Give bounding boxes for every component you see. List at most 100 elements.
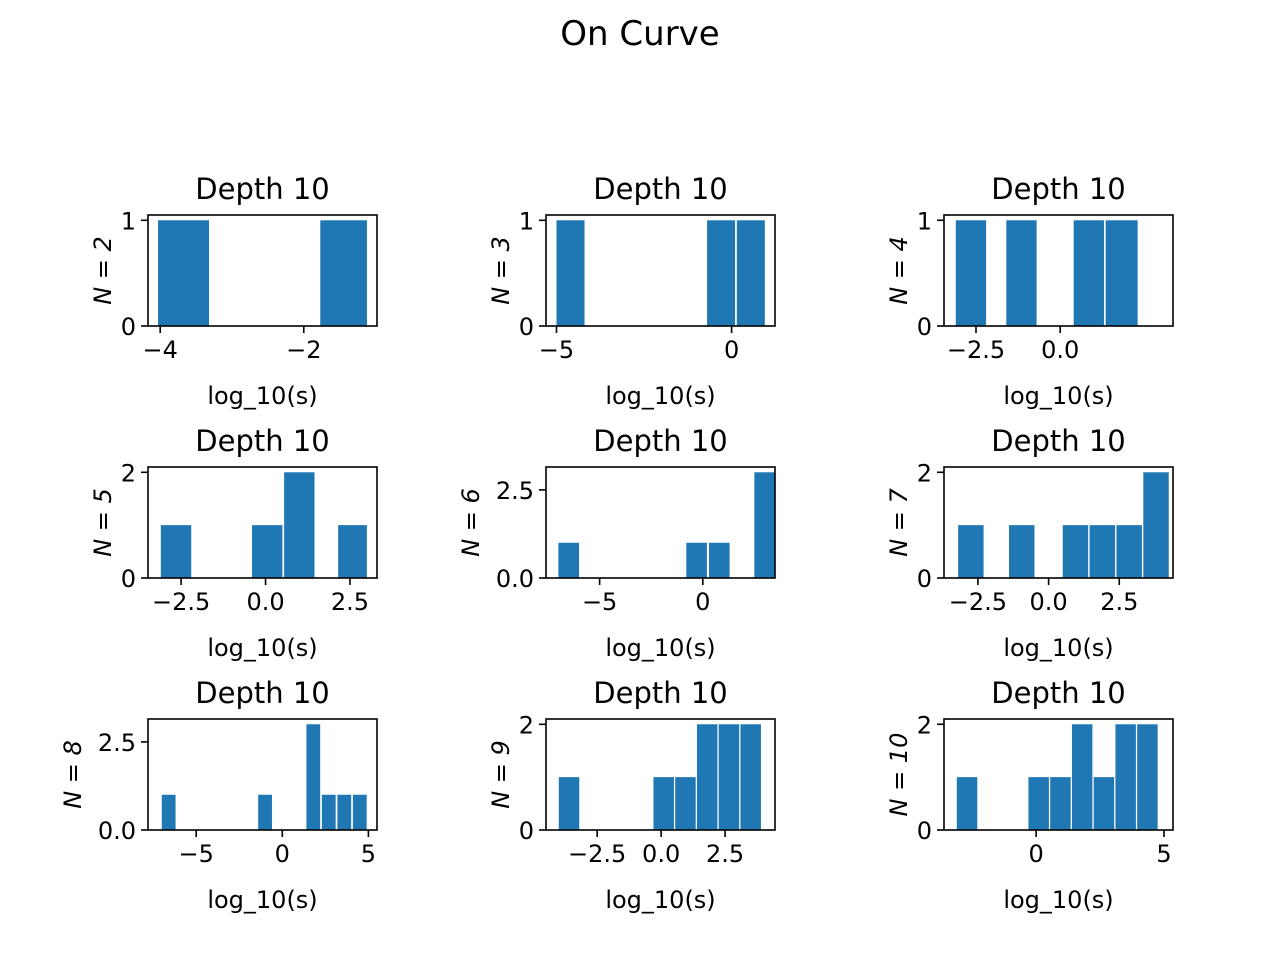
axes-frame: [545, 466, 776, 579]
y-axis-label: N = 10: [885, 733, 913, 817]
subplot-title: Depth 10: [991, 424, 1125, 458]
axes-frame: [943, 466, 1174, 579]
histogram-bar: [352, 794, 367, 830]
histogram-bar: [1115, 724, 1136, 830]
histogram-bar: [321, 794, 336, 830]
y-axis-label: N = 9: [487, 740, 515, 809]
histogram-bar: [1089, 525, 1116, 578]
subplot-4: −2.5 0.0 2.5 0 2 Depth 10 log_10(s) N = 5: [89, 424, 378, 662]
y-tick-label: 0: [519, 817, 534, 845]
x-tick-label: 0: [275, 840, 290, 868]
x-tick-label: −2.5: [947, 336, 1005, 364]
subplot-title: Depth 10: [593, 676, 727, 710]
subplot-title: Depth 10: [991, 172, 1125, 206]
y-tick-label: 0.0: [98, 817, 136, 845]
y-axis-label: N = 5: [89, 488, 117, 557]
histogram-bar: [708, 542, 730, 578]
histogram-bar: [1073, 220, 1104, 326]
y-axis-label: N = 2: [89, 236, 117, 305]
histogram-bar: [653, 777, 674, 830]
histogram-bar: [1116, 525, 1142, 578]
x-tick-label: 0: [724, 336, 739, 364]
histogram-bar: [258, 794, 272, 830]
histogram-bar: [675, 777, 696, 830]
histogram-bar: [696, 724, 718, 830]
histogram-bar: [556, 220, 585, 326]
histogram-bar: [1093, 777, 1115, 830]
x-tick-label: −4: [143, 336, 178, 364]
subplot-7: −5 0 5 0.0 2.5 Depth 10 log_10(s) N = 8: [59, 676, 378, 914]
histogram-bar: [718, 724, 740, 830]
y-tick-label: 0.0: [496, 565, 534, 593]
histogram-bar: [1050, 777, 1071, 830]
x-axis-label: log_10(s): [1003, 634, 1113, 662]
x-tick-label: 0.0: [1041, 336, 1079, 364]
x-axis-label: log_10(s): [207, 634, 317, 662]
x-tick-label: −2.5: [568, 840, 626, 868]
x-axis-label: log_10(s): [207, 886, 317, 914]
subplot-3: −2.5 0.0 0 1 Depth 10 log_10(s) N = 4: [885, 172, 1174, 410]
subplot-9: 0 5 0 2 Depth 10 log_10(s) N = 10: [885, 676, 1174, 914]
y-tick-label: 0: [917, 817, 932, 845]
figure-suptitle: On Curve: [560, 14, 720, 54]
y-tick-label: 0: [121, 565, 136, 593]
x-axis-label: log_10(s): [1003, 886, 1113, 914]
histogram-bar: [740, 724, 761, 830]
y-tick-label: 2: [121, 459, 136, 487]
subplot-title: Depth 10: [195, 676, 329, 710]
histogram-bar: [337, 794, 352, 830]
histogram-bar: [160, 525, 192, 578]
histogram-bar: [956, 777, 978, 830]
y-tick-label: 2: [917, 711, 932, 739]
subplot-5: −5 0 0.0 2.5 Depth 10 log_10(s) N = 6: [457, 424, 776, 662]
histogram-bar: [955, 220, 987, 326]
histogram-bar: [686, 542, 707, 578]
x-tick-label: 0.0: [246, 588, 284, 616]
histogram-bar: [338, 525, 367, 578]
y-tick-label: 1: [917, 207, 932, 235]
histogram-bar: [558, 777, 580, 830]
axes-frame: [943, 718, 1174, 831]
y-tick-label: 2: [917, 459, 932, 487]
axes-frame: [147, 214, 378, 327]
y-tick-label: 1: [121, 207, 136, 235]
x-tick-label: 2.5: [1100, 588, 1138, 616]
subplot-title: Depth 10: [195, 424, 329, 458]
x-axis-label: log_10(s): [605, 634, 715, 662]
histogram-bar: [1143, 472, 1169, 578]
subplot-title: Depth 10: [991, 676, 1125, 710]
subplot-6: −2.5 0.0 2.5 0 2 Depth 10 log_10(s) N = 7: [885, 424, 1174, 662]
axes-frame: [147, 718, 378, 831]
histogram-bar: [252, 525, 283, 578]
x-tick-label: −5: [539, 336, 574, 364]
subplot-title: Depth 10: [593, 172, 727, 206]
y-tick-label: 2: [519, 711, 534, 739]
histogram-bar: [754, 472, 775, 578]
subplot-1: −4 −2 0 1 Depth 10 log_10(s) N = 2: [89, 172, 378, 410]
x-tick-label: −2.5: [949, 588, 1007, 616]
x-axis-label: log_10(s): [207, 382, 317, 410]
histogram-bar: [736, 220, 765, 326]
y-tick-label: 2.5: [496, 477, 534, 505]
y-axis-label: N = 3: [487, 236, 515, 305]
x-tick-label: 0: [695, 588, 710, 616]
y-tick-label: 0: [917, 565, 932, 593]
histogram-bar: [158, 220, 210, 326]
histogram-bar: [1028, 777, 1049, 830]
y-tick-label: 0: [519, 313, 534, 341]
histogram-bar: [320, 220, 367, 326]
histogram-bar: [1105, 220, 1138, 326]
x-tick-label: 0.0: [1030, 588, 1068, 616]
x-tick-label: 2.5: [331, 588, 369, 616]
x-tick-label: 0.0: [642, 840, 680, 868]
y-axis-label: N = 7: [885, 487, 913, 556]
y-tick-label: 1: [519, 207, 534, 235]
y-tick-label: 0: [917, 313, 932, 341]
x-axis-label: log_10(s): [605, 382, 715, 410]
histogram-bar: [1009, 525, 1035, 578]
x-tick-label: −5: [179, 840, 214, 868]
x-tick-label: 0: [1028, 840, 1043, 868]
histogram-bar: [1071, 724, 1093, 830]
